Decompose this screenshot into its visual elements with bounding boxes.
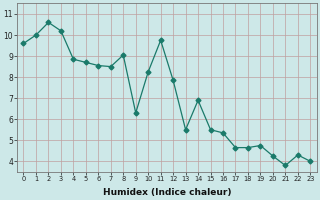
X-axis label: Humidex (Indice chaleur): Humidex (Indice chaleur): [103, 188, 231, 197]
